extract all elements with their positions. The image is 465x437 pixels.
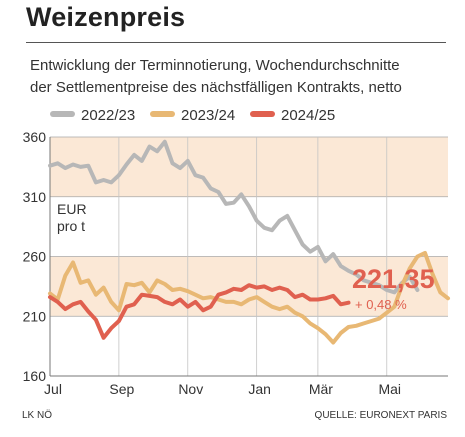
unit-label-line-1: EUR: [57, 201, 87, 217]
legend-swatch-2022-23: [50, 111, 75, 118]
unit-label-line-2: pro t: [57, 218, 85, 234]
series-line-2022-23: [48, 139, 420, 295]
x-tick-label-5: Mai: [378, 381, 401, 397]
y-tick-label-160: 160: [23, 368, 47, 384]
legend-swatch-2023-24: [150, 111, 175, 118]
legend-item-2022-23: 2022/23: [50, 107, 135, 124]
y-tick-label-360: 360: [23, 129, 47, 145]
series-line-2023-24: [48, 250, 450, 345]
footer-source-left: LK NÖ: [22, 410, 53, 421]
y-tick-label-260: 260: [23, 249, 47, 265]
legend-label-2023-24: 2023/24: [181, 107, 236, 124]
footer-source-right: QUELLE: EURONEXT PARIS: [314, 410, 447, 421]
chart-subtitle-line-2: der Settlementpreise des nächstfälligen …: [30, 79, 402, 96]
price-band-0: [50, 137, 448, 197]
x-tick-label-1: Sep: [109, 381, 134, 397]
x-tick-label-4: Mär: [309, 381, 333, 397]
y-tick-label-210: 210: [23, 308, 47, 324]
last-change-label: + 0,48 %: [355, 297, 407, 312]
last-value-label: 221,35: [352, 264, 435, 294]
legend-label-2022-23: 2022/23: [81, 107, 136, 124]
legend-label-2024-25: 2024/25: [281, 107, 336, 124]
chart-subtitle-line-1: Entwicklung der Terminnotierung, Wochend…: [30, 57, 400, 74]
x-tick-label-3: Jan: [248, 381, 271, 397]
series-line-2024-25: [48, 283, 351, 340]
y-tick-label-310: 310: [23, 189, 47, 205]
legend-swatch-2024-25: [250, 111, 275, 118]
x-tick-label-0: Jul: [44, 381, 62, 397]
title-divider: [26, 42, 446, 43]
x-tick-label-2: Nov: [178, 381, 203, 397]
legend-item-2024-25: 2024/25: [250, 107, 335, 124]
page-title: Weizenpreis: [26, 2, 186, 32]
legend-item-2023-24: 2023/24: [150, 107, 235, 124]
